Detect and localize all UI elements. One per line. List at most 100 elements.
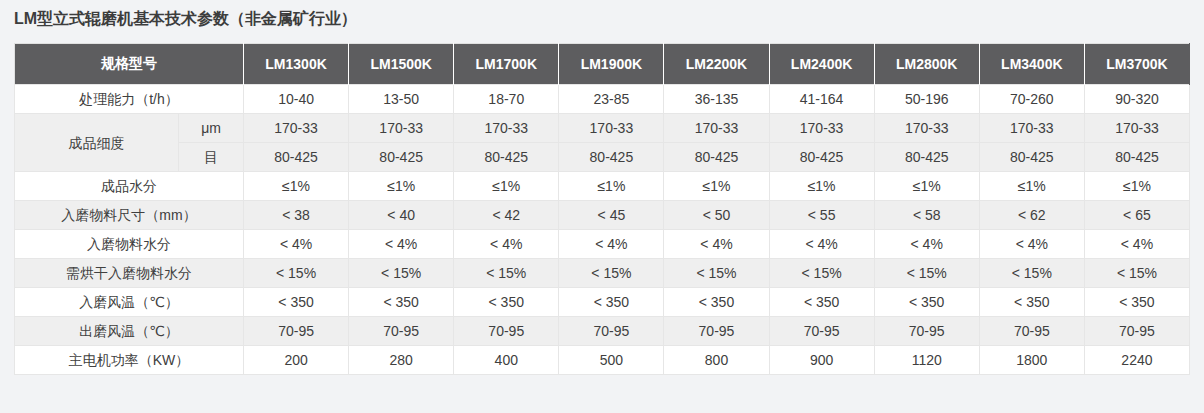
data-cell: 80-425 bbox=[454, 143, 559, 172]
data-cell: ≤1% bbox=[349, 172, 454, 201]
data-cell: < 4% bbox=[874, 230, 979, 259]
data-cell: 1800 bbox=[979, 346, 1084, 375]
data-cell: < 15% bbox=[454, 259, 559, 288]
data-cell: 13-50 bbox=[349, 85, 454, 114]
data-cell: 70-95 bbox=[244, 317, 349, 346]
table-row-feed-size: 入磨物料尺寸（mm） < 38 < 40 < 42 < 45 < 50 < 55… bbox=[15, 201, 1190, 230]
table-row-capacity: 处理能力（t/h） 10-40 13-50 18-70 23-85 36-135… bbox=[15, 85, 1190, 114]
data-cell: < 350 bbox=[769, 288, 874, 317]
column-header-spec: 规格型号 bbox=[15, 44, 244, 85]
data-cell: ≤1% bbox=[664, 172, 769, 201]
data-cell: 70-95 bbox=[979, 317, 1084, 346]
data-cell: 800 bbox=[664, 346, 769, 375]
column-header-model: LM1500K bbox=[349, 44, 454, 85]
sub-label: 目 bbox=[179, 143, 244, 172]
data-cell: 170-33 bbox=[874, 114, 979, 143]
data-cell: 170-33 bbox=[1084, 114, 1189, 143]
data-cell: 2240 bbox=[1084, 346, 1189, 375]
data-cell: ≤1% bbox=[559, 172, 664, 201]
data-cell: < 58 bbox=[874, 201, 979, 230]
data-cell: 80-425 bbox=[244, 143, 349, 172]
row-label: 成品水分 bbox=[15, 172, 244, 201]
header-row: 规格型号 LM1300K LM1500K LM1700K LM1900K LM2… bbox=[15, 44, 1190, 85]
data-cell: < 38 bbox=[244, 201, 349, 230]
data-cell: 200 bbox=[244, 346, 349, 375]
row-label: 出磨风温（℃） bbox=[15, 317, 244, 346]
data-cell: 70-95 bbox=[349, 317, 454, 346]
table-row-motor-power: 主电机功率（KW） 200 280 400 500 800 900 1120 1… bbox=[15, 346, 1190, 375]
data-cell: < 4% bbox=[769, 230, 874, 259]
data-cell: 80-425 bbox=[349, 143, 454, 172]
data-cell: 10-40 bbox=[244, 85, 349, 114]
data-cell: < 15% bbox=[349, 259, 454, 288]
data-cell: 23-85 bbox=[559, 85, 664, 114]
column-header-model: LM3400K bbox=[979, 44, 1084, 85]
data-cell: < 350 bbox=[349, 288, 454, 317]
data-cell: < 42 bbox=[454, 201, 559, 230]
data-cell: 170-33 bbox=[349, 114, 454, 143]
data-cell: 170-33 bbox=[769, 114, 874, 143]
row-label: 入磨物料尺寸（mm） bbox=[15, 201, 244, 230]
data-cell: 170-33 bbox=[559, 114, 664, 143]
data-cell: < 350 bbox=[979, 288, 1084, 317]
row-label: 需烘干入磨物料水分 bbox=[15, 259, 244, 288]
data-cell: 70-95 bbox=[664, 317, 769, 346]
data-cell: 70-95 bbox=[1084, 317, 1189, 346]
table-row-inlet-temp: 入磨风温（℃） < 350 < 350 < 350 < 350 < 350 < … bbox=[15, 288, 1190, 317]
data-cell: < 62 bbox=[979, 201, 1084, 230]
data-cell: 1120 bbox=[874, 346, 979, 375]
data-cell: 70-95 bbox=[874, 317, 979, 346]
data-cell: < 15% bbox=[1084, 259, 1189, 288]
data-cell: 41-164 bbox=[769, 85, 874, 114]
data-cell: < 4% bbox=[1084, 230, 1189, 259]
data-cell: < 55 bbox=[769, 201, 874, 230]
row-label: 主电机功率（KW） bbox=[15, 346, 244, 375]
data-cell: < 350 bbox=[1084, 288, 1189, 317]
data-cell: < 4% bbox=[454, 230, 559, 259]
data-cell: 900 bbox=[769, 346, 874, 375]
column-header-model: LM2400K bbox=[769, 44, 874, 85]
data-cell: < 15% bbox=[769, 259, 874, 288]
data-cell: 80-425 bbox=[769, 143, 874, 172]
row-label: 成品细度 bbox=[15, 114, 179, 172]
row-label: 入磨风温（℃） bbox=[15, 288, 244, 317]
data-cell: 80-425 bbox=[1084, 143, 1189, 172]
page-title: LM型立式辊磨机基本技术参数（非金属矿行业） bbox=[14, 8, 1190, 30]
data-cell: < 4% bbox=[349, 230, 454, 259]
data-cell: < 50 bbox=[664, 201, 769, 230]
data-cell: < 15% bbox=[244, 259, 349, 288]
data-cell: < 350 bbox=[874, 288, 979, 317]
data-cell: 80-425 bbox=[559, 143, 664, 172]
spec-table: 规格型号 LM1300K LM1500K LM1700K LM1900K LM2… bbox=[14, 43, 1190, 375]
data-cell: 170-33 bbox=[454, 114, 559, 143]
data-cell: < 4% bbox=[979, 230, 1084, 259]
table-row-product-moisture: 成品水分 ≤1% ≤1% ≤1% ≤1% ≤1% ≤1% ≤1% ≤1% ≤1% bbox=[15, 172, 1190, 201]
data-cell: 500 bbox=[559, 346, 664, 375]
column-header-model: LM3700K bbox=[1084, 44, 1189, 85]
sub-label: μm bbox=[179, 114, 244, 143]
data-cell: 50-196 bbox=[874, 85, 979, 114]
column-header-model: LM1700K bbox=[454, 44, 559, 85]
data-cell: < 45 bbox=[559, 201, 664, 230]
content-area: LM型立式辊磨机基本技术参数（非金属矿行业） 规格型号 LM1300K LM15… bbox=[0, 0, 1204, 375]
data-cell: ≤1% bbox=[1084, 172, 1189, 201]
data-cell: ≤1% bbox=[454, 172, 559, 201]
data-cell: 170-33 bbox=[244, 114, 349, 143]
data-cell: < 4% bbox=[559, 230, 664, 259]
data-cell: 36-135 bbox=[664, 85, 769, 114]
data-cell: 70-95 bbox=[559, 317, 664, 346]
data-cell: 90-320 bbox=[1084, 85, 1189, 114]
table-row-outlet-temp: 出磨风温（℃） 70-95 70-95 70-95 70-95 70-95 70… bbox=[15, 317, 1190, 346]
column-header-model: LM2800K bbox=[874, 44, 979, 85]
data-cell: < 350 bbox=[559, 288, 664, 317]
data-cell: ≤1% bbox=[769, 172, 874, 201]
data-cell: 70-95 bbox=[769, 317, 874, 346]
table-row-feed-moisture: 入磨物料水分 < 4% < 4% < 4% < 4% < 4% < 4% < 4… bbox=[15, 230, 1190, 259]
column-header-model: LM1900K bbox=[559, 44, 664, 85]
column-header-model: LM2200K bbox=[664, 44, 769, 85]
data-cell: < 65 bbox=[1084, 201, 1189, 230]
data-cell: < 350 bbox=[664, 288, 769, 317]
data-cell: < 15% bbox=[874, 259, 979, 288]
data-cell: 70-95 bbox=[454, 317, 559, 346]
data-cell: ≤1% bbox=[979, 172, 1084, 201]
